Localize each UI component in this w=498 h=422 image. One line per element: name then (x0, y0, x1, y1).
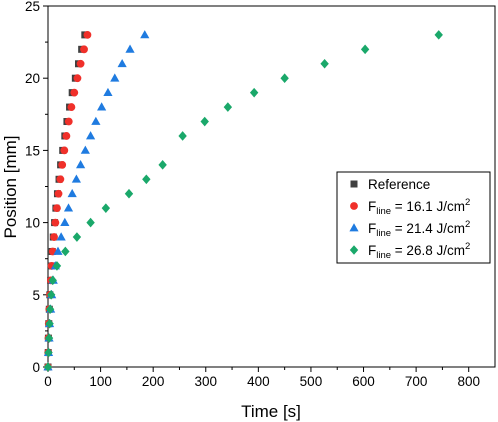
data-point (103, 87, 113, 97)
data-point (110, 73, 120, 82)
data-point (58, 160, 67, 169)
data-point (53, 204, 61, 213)
plot-area: 0 100 200 300 400 500 600 700 800 0 5 10 15 20 25 (25, 0, 496, 389)
legend-label: Fline = 26.8 J/cm2 (368, 241, 470, 261)
data-point (63, 203, 74, 212)
data-point (60, 217, 70, 226)
data-point (71, 174, 81, 183)
data-point (85, 131, 96, 140)
x-tick-label: 300 (194, 374, 217, 389)
series-square (44, 31, 89, 371)
data-point (48, 275, 57, 286)
data-point (51, 218, 60, 227)
data-point (50, 233, 58, 241)
x-tick-label: 400 (247, 374, 270, 389)
data-point (178, 131, 187, 141)
data-point (97, 102, 107, 111)
data-point (54, 189, 63, 198)
x-axis-ticks: 0 100 200 300 400 500 600 700 800 (44, 367, 480, 389)
data-point (76, 59, 85, 68)
data-point (158, 160, 167, 170)
x-tick-label: 800 (457, 374, 480, 389)
y-tick-label: 10 (25, 216, 40, 231)
y-tick-label: 25 (25, 0, 40, 14)
y-axis-ticks: 0 5 10 15 20 25 (25, 0, 48, 375)
data-point (72, 232, 82, 242)
series-diamond (43, 30, 443, 372)
data-point (45, 318, 54, 329)
data-point (52, 261, 62, 271)
legend-marker (349, 245, 359, 255)
legend-label: Fline = 21.4 J/cm2 (368, 219, 470, 239)
y-tick-label: 0 (32, 360, 40, 375)
y-tick-label: 5 (32, 288, 40, 303)
data-point (83, 30, 92, 39)
legend-marker (350, 180, 358, 188)
legend-marker (350, 202, 358, 210)
data-point (80, 45, 88, 54)
data-point (67, 103, 76, 111)
data-point (101, 203, 111, 213)
data-point (56, 175, 65, 184)
data-point (320, 58, 329, 69)
data-point (73, 74, 82, 83)
x-tick-label: 500 (300, 374, 323, 389)
x-tick-label: 700 (405, 374, 428, 389)
data-point (62, 132, 71, 140)
series-triangle (43, 30, 150, 371)
data-point (86, 217, 95, 228)
data-point (45, 304, 55, 315)
data-point (91, 116, 101, 125)
data-point (142, 174, 151, 185)
data-point (117, 58, 127, 68)
x-tick-label: 100 (89, 374, 112, 389)
series-circle (44, 30, 92, 371)
data-point (43, 362, 53, 372)
data-point (80, 145, 90, 154)
data-point (53, 246, 63, 255)
x-tick-label: 600 (352, 374, 375, 389)
data-point (44, 333, 54, 343)
data-point (125, 44, 135, 53)
data-point (44, 347, 53, 358)
data-point (280, 73, 289, 83)
legend-marker (349, 223, 359, 232)
data-point (67, 188, 77, 198)
data-point (200, 116, 209, 127)
legend-label: Fline = 16.1 J/cm2 (368, 197, 470, 217)
y-tick-label: 20 (25, 71, 40, 86)
data-point (64, 117, 73, 126)
legend-label: Reference (368, 177, 430, 192)
data-point (76, 160, 86, 169)
data-point (223, 102, 233, 112)
data-point (360, 44, 370, 55)
x-tick-label: 0 (44, 374, 52, 389)
legend-box (336, 171, 491, 264)
y-axis-title: Position [mm] (1, 136, 20, 239)
x-tick-label: 200 (142, 374, 165, 389)
data-point (60, 146, 69, 155)
series-layer (43, 30, 443, 372)
data-point (61, 246, 70, 257)
y-tick-label: 15 (25, 143, 40, 158)
data-point (434, 30, 443, 40)
data-point (140, 30, 150, 39)
data-point (249, 87, 259, 98)
data-point (56, 232, 66, 241)
x-axis-title: Time [s] (241, 402, 301, 421)
data-point (46, 290, 56, 300)
data-point (70, 88, 79, 97)
data-point (124, 188, 134, 199)
